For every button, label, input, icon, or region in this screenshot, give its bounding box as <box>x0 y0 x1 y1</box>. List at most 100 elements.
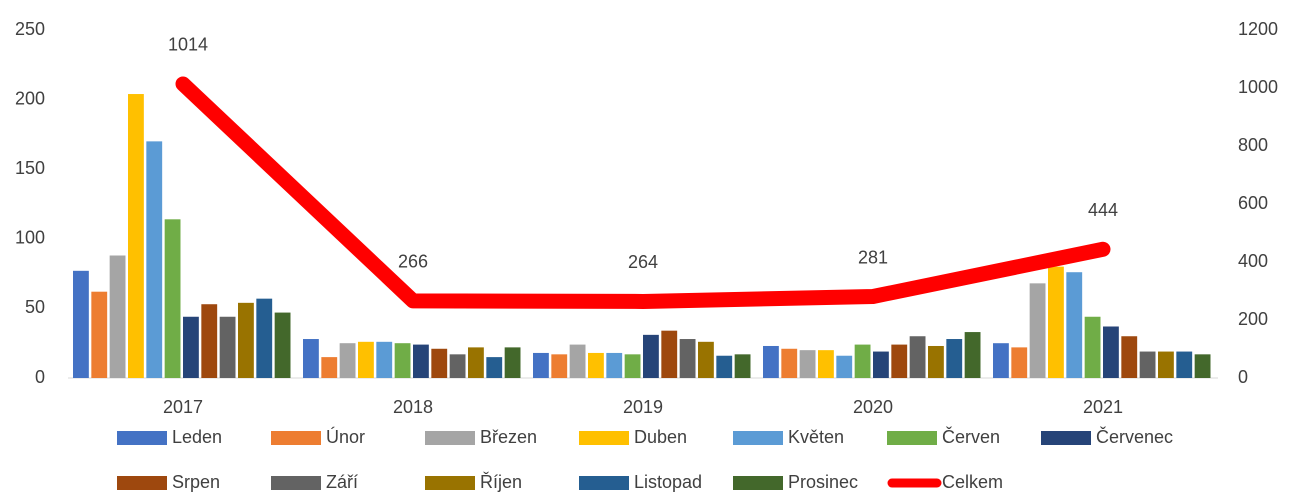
bar <box>551 354 568 378</box>
bar <box>504 347 521 378</box>
x-tick-label: 2018 <box>393 397 433 417</box>
legend-label: Září <box>326 472 358 492</box>
legend-label: Únor <box>326 426 365 447</box>
legend-swatch <box>733 476 783 490</box>
bar <box>1048 266 1064 378</box>
legend-label: Celkem <box>942 472 1003 492</box>
y2-tick-label: 600 <box>1238 193 1268 213</box>
bar <box>679 339 696 378</box>
bar <box>1029 283 1046 378</box>
legend-label: Červen <box>942 426 1000 447</box>
bar <box>661 330 678 378</box>
bar <box>763 345 779 378</box>
bar <box>781 348 798 378</box>
data-label: 1014 <box>168 35 208 55</box>
legend-label: Říjen <box>480 472 522 492</box>
legend-swatch <box>117 476 167 490</box>
bar <box>256 298 273 378</box>
bar <box>716 355 733 378</box>
legend-label: Březen <box>480 427 537 447</box>
bar <box>109 255 126 378</box>
bar <box>1084 316 1101 378</box>
y-tick-label: 250 <box>15 19 45 39</box>
bar <box>1011 347 1028 378</box>
y2-tick-label: 1200 <box>1238 19 1278 39</box>
legend-swatch <box>887 431 937 445</box>
bar <box>964 332 981 378</box>
y-tick-label: 150 <box>15 158 45 178</box>
legend-swatch <box>733 431 783 445</box>
legend-swatch <box>425 476 475 490</box>
bar <box>431 348 448 378</box>
legend-swatch <box>271 431 321 445</box>
bar <box>624 354 641 378</box>
bar <box>1176 351 1193 378</box>
legend-swatch <box>1041 431 1091 445</box>
bar <box>303 339 319 378</box>
y-tick-label: 50 <box>25 297 45 317</box>
y2-tick-label: 0 <box>1238 367 1248 387</box>
y2-tick-label: 400 <box>1238 251 1268 271</box>
bar <box>1194 354 1211 378</box>
y2-tick-label: 800 <box>1238 135 1268 155</box>
bar <box>946 339 963 378</box>
data-label: 444 <box>1088 200 1118 220</box>
bar <box>588 352 604 378</box>
bar <box>1066 272 1083 378</box>
bar <box>219 316 236 378</box>
x-tick-label: 2019 <box>623 397 663 417</box>
bar <box>413 344 429 378</box>
legend-label: Květen <box>788 427 844 447</box>
bar <box>146 141 163 378</box>
bar <box>91 291 108 378</box>
bar <box>339 343 356 378</box>
bar <box>533 352 549 378</box>
bar <box>891 344 908 378</box>
bar <box>799 350 816 378</box>
data-label: 281 <box>858 247 888 267</box>
bar <box>569 344 586 378</box>
x-tick-label: 2020 <box>853 397 893 417</box>
bar <box>993 343 1009 378</box>
data-label: 266 <box>398 252 428 272</box>
bar <box>164 219 181 378</box>
bar <box>606 352 623 378</box>
bar <box>486 357 503 378</box>
legend-label: Červenec <box>1096 426 1173 447</box>
y-tick-label: 100 <box>15 228 45 248</box>
bar <box>183 316 199 378</box>
x-tick-label: 2017 <box>163 397 203 417</box>
data-label: 264 <box>628 252 658 272</box>
bar <box>394 343 411 378</box>
bar <box>321 357 338 378</box>
legend-swatch <box>271 476 321 490</box>
bar <box>909 336 926 378</box>
bar <box>734 354 751 378</box>
bar <box>201 304 218 378</box>
y2-tick-label: 1000 <box>1238 77 1278 97</box>
bar <box>274 312 291 378</box>
bar <box>468 347 484 378</box>
y2-tick-label: 200 <box>1238 309 1268 329</box>
bar <box>818 350 834 378</box>
legend-label: Prosinec <box>788 472 858 492</box>
bar <box>1103 326 1119 378</box>
legend-swatch <box>117 431 167 445</box>
legend-swatch <box>579 431 629 445</box>
legend-label: Duben <box>634 427 687 447</box>
bar <box>928 345 944 378</box>
bar <box>358 341 374 378</box>
bar <box>73 270 89 378</box>
y-tick-label: 0 <box>35 367 45 387</box>
bar <box>238 302 254 378</box>
bar <box>836 355 853 378</box>
bar <box>643 334 659 378</box>
bar <box>128 94 144 379</box>
bar <box>1121 336 1138 378</box>
bar <box>449 354 466 378</box>
bar <box>698 341 714 378</box>
line <box>175 76 1111 309</box>
bar <box>873 351 889 378</box>
legend-label: Listopad <box>634 472 702 492</box>
